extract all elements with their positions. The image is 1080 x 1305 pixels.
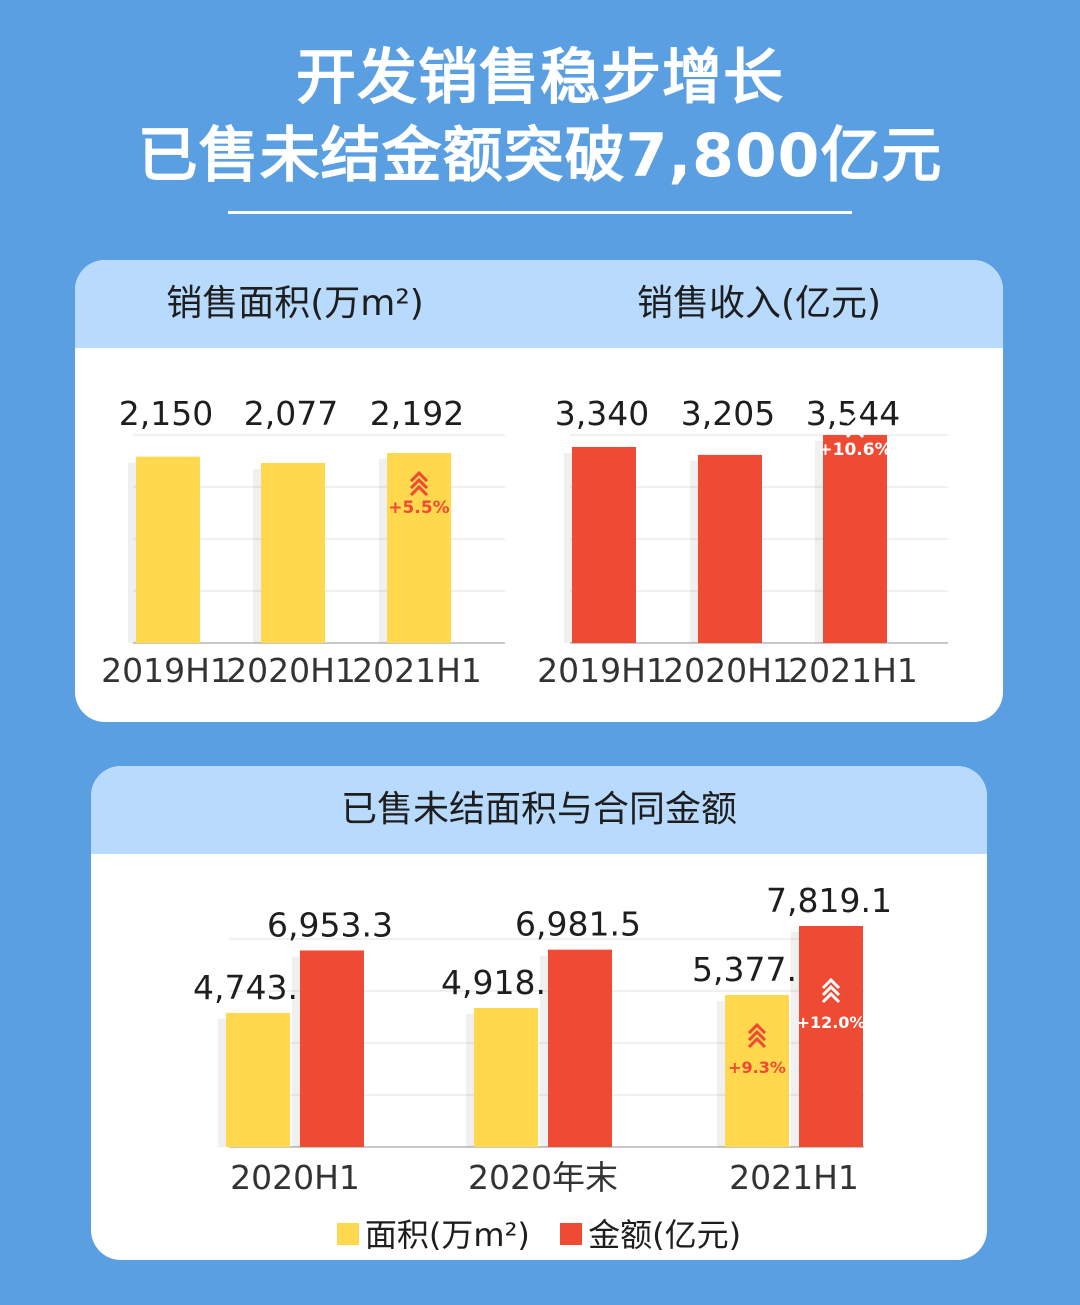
area-bar (387, 453, 451, 643)
unsettled-amount-growth-icon-stroke (821, 977, 841, 990)
area-bar (136, 456, 200, 643)
legend-label-area: 面积(万m²) (364, 1216, 530, 1254)
revenue-growth-icon-stroke (845, 426, 865, 439)
area-growth-icon-stroke (409, 484, 429, 497)
unsettled-card-header (91, 766, 987, 854)
unsettled-chart: 4,743.2 6,953.3 2020H1 4,918.6 6,981.5 2020年末… (193, 881, 892, 1197)
unsettled-area-bar (226, 1012, 290, 1147)
chart-legend: 面积(万m²) 金额(亿元) (91, 1210, 987, 1256)
unsettled-amount-value-label: 7,819.1 (766, 881, 892, 920)
revenue-growth-icon (845, 412, 865, 439)
revenue-value-label: 3,205 (681, 394, 775, 433)
area-category-label: 2021H1 (352, 651, 482, 690)
legend-label-amount: 金额(亿元) (588, 1216, 742, 1254)
unsettled-area-growth-icon-stroke (747, 1022, 767, 1035)
revenue-growth-label: +10.6% (818, 440, 891, 460)
revenue-value-label: 3,340 (555, 394, 649, 433)
area-growth-label: +5.5% (388, 498, 449, 518)
revenue-category-label: 2020H1 (663, 651, 793, 690)
area-category-label: 2019H1 (101, 651, 231, 690)
area-bar (261, 462, 325, 643)
unsettled-amount-bar (799, 926, 863, 1147)
headline-divider (228, 211, 852, 214)
revenue-category-label: 2021H1 (788, 651, 918, 690)
sales-card: 销售面积(万m²) 销售收入(亿元) 2,150 2019H1 2,077 2020H… (75, 260, 1003, 722)
unsettled-area-growth-icon-stroke (747, 1036, 767, 1049)
unsettled-area-value-label: 4,918.6 (441, 963, 567, 1002)
unsettled-amount-growth-label: +12.0% (797, 1013, 866, 1032)
area-growth-icon (409, 470, 429, 497)
unsettled-card: 已售未结面积与合同金额 4,743.2 6,953.3 2020H1 4,918.6 6… (91, 766, 987, 1260)
legend-item-amount: 金额(亿元) (560, 1210, 741, 1256)
revenue-growth-icon-stroke (845, 419, 865, 432)
legend-item-area: 面积(万m²) (336, 1210, 530, 1256)
sales-card-header (75, 260, 1003, 348)
area-category-label: 2020H1 (226, 651, 356, 690)
unsettled-amount-growth-icon-stroke (821, 984, 841, 997)
unsettled-amount-value-label: 6,953.3 (267, 905, 393, 944)
unsettled-area-bar (474, 1007, 538, 1147)
unsettled-category-label: 2021H1 (729, 1158, 859, 1197)
revenue-value-label: 3,544 (806, 394, 900, 433)
unsettled-area-growth-icon-stroke (747, 1029, 767, 1042)
unsettled-amount-bar (300, 950, 364, 1147)
revenue-bar (572, 446, 636, 643)
unsettled-category-label: 2020H1 (230, 1158, 360, 1197)
area-growth-icon-stroke (409, 477, 429, 490)
legend-swatch-area (336, 1223, 359, 1245)
revenue-panel-title: 销售收入(亿元) (636, 283, 882, 324)
unsettled-area-growth-icon (747, 1022, 767, 1049)
unsettled-category-label: 2020年末 (468, 1158, 618, 1197)
revenue-bar (698, 454, 762, 643)
unsettled-amount-bar (548, 949, 612, 1147)
unsettled-area-bar (725, 995, 789, 1147)
unsettled-panel-title: 已售未结面积与合同金额 (340, 789, 737, 830)
unsettled-amount-value-label: 6,981.5 (515, 905, 641, 944)
unsettled-amount-growth-icon (821, 977, 841, 1004)
area-growth-icon-stroke (409, 470, 429, 483)
unsettled-area-value-label: 5,377.7 (692, 950, 818, 989)
area-value-label: 2,077 (244, 394, 338, 433)
unsettled-area-value-label: 4,743.2 (193, 968, 319, 1007)
area-value-label: 2,192 (370, 394, 464, 433)
area-panel-title: 销售面积(万m²) (166, 283, 424, 324)
legend-swatch-amount (560, 1223, 583, 1245)
revenue-bar (823, 435, 887, 643)
sales-charts: 2,150 2019H1 2,077 2020H1 2,192 2021H1 +5.5% 3,… (101, 394, 948, 690)
headline-line-1: 开发销售稳步增长 (296, 43, 784, 113)
revenue-category-label: 2019H1 (537, 651, 667, 690)
area-value-label: 2,150 (119, 394, 213, 433)
unsettled-area-growth-label: +9.3% (728, 1058, 786, 1077)
revenue-growth-icon-stroke (845, 412, 865, 425)
unsettled-amount-growth-icon-stroke (821, 991, 841, 1004)
headline-line-2: 已售未结金额突破7,800亿元 (137, 121, 943, 191)
